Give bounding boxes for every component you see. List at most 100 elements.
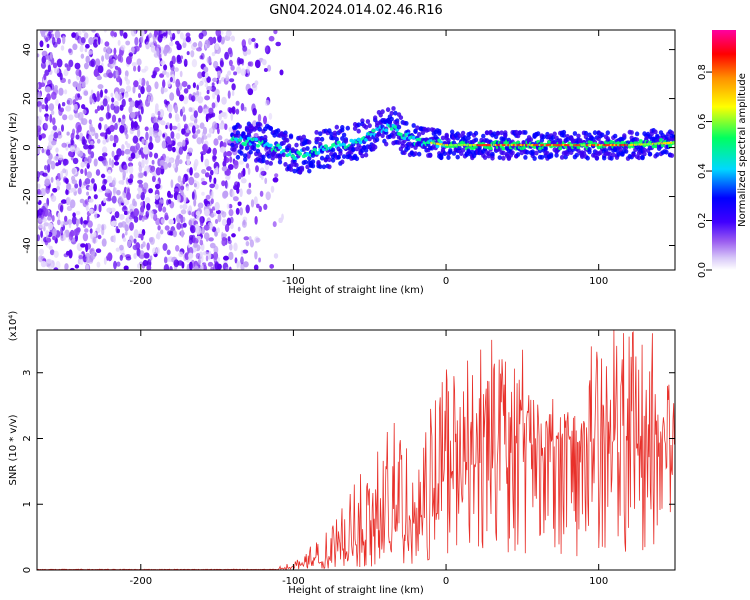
heatmap-ridge-cell xyxy=(442,151,447,157)
heatmap-noise-cell xyxy=(230,112,234,121)
heatmap-ridge-cell xyxy=(470,149,475,155)
heatmap-noise-cell xyxy=(88,37,94,45)
heatmap-noise-cell xyxy=(91,30,96,33)
heatmap-noise-cell xyxy=(124,231,128,236)
heatmap-noise-cell xyxy=(88,186,93,191)
heatmap-noise-cell xyxy=(87,220,93,228)
heatmap-noise-cell xyxy=(177,175,182,183)
heatmap-ridge-cell xyxy=(444,132,449,138)
heatmap-cells xyxy=(37,30,675,270)
heatmap-noise-cell xyxy=(137,128,141,138)
top-y-tick-label: -20 xyxy=(22,188,33,204)
heatmap-noise-cell xyxy=(52,228,57,237)
heatmap-noise-cell xyxy=(51,215,55,222)
heatmap-noise-cell xyxy=(199,122,205,129)
bottom-y-axis-label: SNR (10 * v/v) xyxy=(8,414,19,485)
heatmap-noise-cell xyxy=(248,182,252,188)
top-x-ticks: -200 -100 0 100 xyxy=(129,30,608,287)
heatmap-noise-cell xyxy=(227,70,232,76)
heatmap-noise-cell xyxy=(169,92,175,101)
heatmap-noise-cell xyxy=(236,66,242,74)
heatmap-noise-cell xyxy=(124,148,131,155)
heatmap-noise-cell xyxy=(128,165,134,175)
heatmap-ridge-cell xyxy=(398,132,403,137)
heatmap-noise-cell xyxy=(223,255,229,261)
heatmap-noise-cell xyxy=(121,150,125,156)
heatmap-noise-cell xyxy=(121,98,126,108)
bottom-x-tick-label: 100 xyxy=(589,576,608,587)
heatmap-ridge-cell xyxy=(598,150,603,156)
heatmap-ridge-cell xyxy=(319,136,325,142)
heatmap-noise-cell xyxy=(38,255,44,263)
heatmap-noise-cell xyxy=(63,158,69,166)
heatmap-noise-cell xyxy=(233,160,239,166)
heatmap-ridge-cell xyxy=(669,153,675,158)
heatmap-ridge-cell xyxy=(233,143,239,149)
heatmap-noise-cell xyxy=(123,164,128,171)
heatmap-noise-cell xyxy=(105,112,111,120)
heatmap-noise-cell xyxy=(193,110,198,118)
heatmap-noise-cell xyxy=(211,52,216,57)
heatmap-noise-cell xyxy=(217,135,223,141)
heatmap-noise-cell xyxy=(237,172,242,180)
heatmap-noise-cell xyxy=(119,49,124,57)
heatmap-noise-cell xyxy=(240,68,247,76)
heatmap-ridge-cell xyxy=(583,130,589,136)
heatmap-noise-cell xyxy=(233,196,239,202)
heatmap-noise-cell xyxy=(160,60,166,66)
heatmap-noise-cell xyxy=(236,187,240,194)
heatmap-noise-cell xyxy=(221,166,227,172)
heatmap-noise-cell xyxy=(67,78,71,85)
heatmap-ridge-cell xyxy=(396,140,402,145)
heatmap-noise-cell xyxy=(138,149,142,155)
heatmap-noise-cell xyxy=(152,247,158,255)
heatmap-ridge-cell xyxy=(334,124,339,130)
heatmap-ridge-cell xyxy=(636,155,642,161)
heatmap-noise-cell xyxy=(204,72,209,78)
heatmap-noise-cell xyxy=(88,198,94,203)
heatmap-noise-cell xyxy=(83,32,89,39)
heatmap-ridge-cell xyxy=(389,116,394,122)
heatmap-noise-cell xyxy=(37,146,41,155)
heatmap-noise-cell xyxy=(201,169,207,174)
heatmap-noise-cell xyxy=(274,173,279,178)
heatmap-noise-cell xyxy=(254,80,259,86)
heatmap-noise-cell xyxy=(140,106,144,115)
heatmap-noise-cell xyxy=(95,169,101,176)
heatmap-noise-cell xyxy=(48,245,53,250)
heatmap-noise-cell xyxy=(51,140,57,146)
heatmap-noise-cell xyxy=(162,133,165,138)
heatmap-noise-cell xyxy=(217,70,221,76)
heatmap-noise-cell xyxy=(125,177,129,185)
heatmap-noise-cell xyxy=(96,91,100,98)
heatmap-ridge-cell xyxy=(457,133,462,139)
heatmap-noise-cell xyxy=(265,191,271,201)
heatmap-noise-cell xyxy=(174,67,179,72)
heatmap-noise-cell xyxy=(210,266,214,270)
heatmap-ridge-cell xyxy=(395,121,400,126)
heatmap-ridge-cell xyxy=(499,130,504,136)
heatmap-noise-cell xyxy=(108,58,114,65)
heatmap-noise-cell xyxy=(253,196,258,206)
heatmap-noise-cell xyxy=(89,126,95,133)
heatmap-noise-cell xyxy=(216,94,220,103)
heatmap-ridge-cell xyxy=(237,124,242,129)
heatmap-noise-cell xyxy=(71,216,77,225)
heatmap-noise-cell xyxy=(78,255,83,260)
heatmap-noise-cell xyxy=(183,194,187,204)
heatmap-noise-cell xyxy=(197,202,204,209)
heatmap-noise-cell xyxy=(174,113,180,121)
heatmap-noise-cell xyxy=(49,249,55,256)
heatmap-noise-cell xyxy=(259,190,264,197)
bottom-y-tick-label: 3 xyxy=(22,370,33,376)
heatmap-noise-cell xyxy=(236,260,240,269)
heatmap-noise-cell xyxy=(97,65,104,74)
heatmap-noise-cell xyxy=(198,32,204,40)
heatmap-noise-cell xyxy=(242,167,246,177)
heatmap-ridge-cell xyxy=(360,153,365,159)
heatmap-noise-cell xyxy=(225,175,231,180)
heatmap-noise-cell xyxy=(72,157,79,165)
heatmap-ridge-cell xyxy=(613,133,618,139)
heatmap-noise-cell xyxy=(47,31,52,39)
heatmap-noise-cell xyxy=(47,55,51,61)
